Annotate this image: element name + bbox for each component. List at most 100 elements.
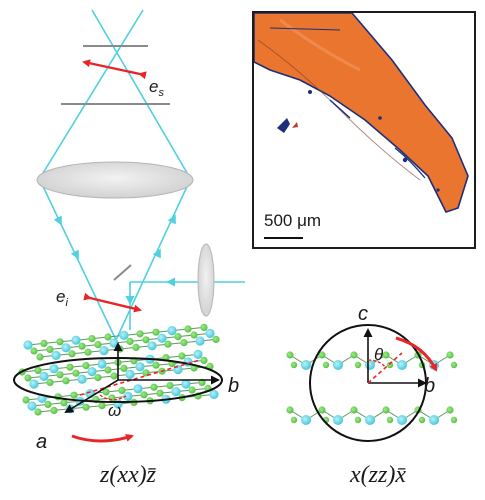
- chalcogen-atom: [120, 365, 127, 372]
- metal-atom: [97, 359, 106, 368]
- chalcogen-atom: [118, 387, 125, 394]
- theta-label: θ: [374, 345, 384, 364]
- chalcogen-atom: [382, 351, 389, 358]
- chalcogen-atom: [164, 341, 171, 348]
- chalcogen-atom: [78, 343, 85, 350]
- chalcogen-atom: [62, 377, 69, 384]
- objective-lens: [37, 162, 193, 198]
- metal-atom: [397, 360, 407, 370]
- chalcogen-atom: [350, 351, 357, 358]
- scale-bar-label: 500 μm: [264, 211, 321, 230]
- axis-c-label: c: [358, 303, 368, 325]
- chalcogen-atom: [132, 344, 139, 351]
- chalcogen-atom: [30, 347, 37, 354]
- omega-label: ω: [108, 401, 121, 420]
- chalcogen-atom: [212, 336, 219, 343]
- metal-atom: [29, 379, 38, 388]
- caption-left: z(xx)z̄: [99, 462, 157, 488]
- axis-b-label: b: [228, 375, 239, 397]
- metal-atom: [147, 341, 156, 350]
- metal-atom: [193, 350, 202, 359]
- ei-label: ei: [56, 287, 68, 309]
- metal-atom: [133, 384, 142, 393]
- chalcogen-atom: [66, 364, 73, 371]
- chalcogen-atom: [68, 350, 75, 357]
- chalcogen-atom: [291, 362, 297, 368]
- axis-b2-label: b: [424, 375, 435, 397]
- chalcogen-atom: [291, 417, 297, 423]
- chalcogen-atom: [140, 391, 147, 398]
- chalcogen-atom: [98, 402, 105, 409]
- chalcogen-atom: [156, 390, 163, 397]
- chalcogen-atom: [82, 362, 89, 369]
- chalcogen-atom: [355, 417, 361, 423]
- chalcogen-atom: [22, 396, 29, 403]
- metal-atom: [49, 364, 58, 373]
- chalcogen-atom: [94, 374, 101, 381]
- metal-atom: [365, 415, 375, 425]
- metal-atom: [87, 367, 96, 376]
- chalcogen-atom: [46, 346, 53, 353]
- axis-a-label: a: [36, 431, 47, 453]
- chalcogen-atom: [50, 407, 57, 414]
- chalcogen-atom: [34, 367, 41, 374]
- chalcogen-atom: [451, 417, 457, 423]
- chalcogen-atom: [56, 371, 63, 378]
- chalcogen-atom: [142, 336, 149, 343]
- rotation-arrow-left: [72, 436, 132, 441]
- chalcogen-atom: [200, 324, 207, 331]
- metal-atom: [39, 372, 48, 381]
- chalcogen-atom: [136, 330, 143, 337]
- metal-atom: [135, 362, 144, 371]
- beam-splitter: [114, 265, 131, 280]
- chalcogen-atom: [84, 349, 91, 356]
- chalcogen-atom: [46, 379, 53, 386]
- chalcogen-atom: [166, 382, 173, 389]
- metal-atom: [429, 415, 439, 425]
- chalcogen-atom: [451, 362, 457, 368]
- optical-micrograph-inset: 500 μm: [253, 12, 475, 248]
- side-lens: [198, 244, 214, 316]
- metal-atom: [333, 360, 343, 370]
- chalcogen-atom: [88, 335, 95, 342]
- chalcogen-atom: [286, 351, 293, 358]
- metal-atom: [99, 346, 108, 355]
- chalcogen-atom: [355, 362, 361, 368]
- chalcogen-atom: [387, 417, 393, 423]
- chalcogen-atom: [323, 362, 329, 368]
- metal-atom: [173, 365, 182, 374]
- metal-atom: [301, 360, 311, 370]
- chalcogen-atom: [72, 370, 79, 377]
- chalcogen-atom: [174, 333, 181, 340]
- chalcogen-atom: [419, 417, 425, 423]
- chalcogen-atom: [56, 338, 63, 345]
- metal-atom: [333, 415, 343, 425]
- metal-atom: [125, 370, 134, 379]
- metal-atom: [195, 336, 204, 345]
- chalcogen-atom: [286, 406, 293, 413]
- chalcogen-atom: [184, 325, 191, 332]
- chalcogen-atom: [36, 353, 43, 360]
- caption-right: x(zz)x̄: [349, 462, 406, 488]
- chalcogen-atom: [150, 384, 157, 391]
- metal-atom: [171, 387, 180, 396]
- chalcogen-atom: [24, 374, 31, 381]
- chalcogen-atom: [190, 331, 197, 338]
- chalcogen-atom: [126, 338, 133, 345]
- metal-atom: [119, 331, 128, 340]
- chalcogen-atom: [152, 362, 159, 369]
- chalcogen-atom: [34, 408, 41, 415]
- chalcogen-atom: [70, 392, 77, 399]
- metal-atom: [77, 375, 86, 384]
- chalcogen-atom: [178, 352, 185, 359]
- chalcogen-atom: [82, 404, 89, 411]
- chalcogen-atom: [382, 406, 389, 413]
- chalcogen-atom: [152, 329, 159, 336]
- metal-atom: [205, 329, 214, 338]
- metal-atom: [51, 351, 60, 360]
- metal-atom: [397, 415, 407, 425]
- chalcogen-atom: [200, 357, 207, 364]
- chalcogen-atom: [40, 340, 47, 347]
- chalcogen-atom: [104, 333, 111, 340]
